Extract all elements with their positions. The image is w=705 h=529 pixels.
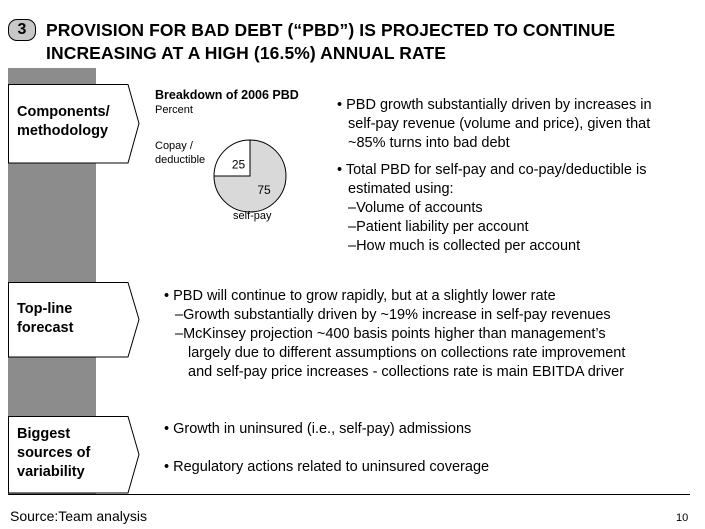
bullet-item: • Total PBD for self-pay and co-pay/dedu… xyxy=(337,162,647,178)
title-line-2: INCREASING AT A HIGH (16.5%) ANNUAL RATE xyxy=(46,43,447,63)
page-title: PROVISION FOR BAD DEBT (“PBD”) IS PROJEC… xyxy=(46,19,615,65)
section-number-badge: 3 xyxy=(8,19,36,41)
bullet-item: • Regulatory actions related to uninsure… xyxy=(164,459,490,475)
chart-unit: Percent xyxy=(155,104,193,116)
page-number: 10 xyxy=(676,512,689,524)
title-line-1: PROVISION FOR BAD DEBT (“PBD”) IS PROJEC… xyxy=(46,20,616,40)
pie-chart: 25 75 xyxy=(213,139,287,213)
pie-value-copay: 25 xyxy=(232,158,246,172)
sub-bullet-item: –How much is collected per account xyxy=(348,238,581,254)
section-label-arrow-forecast xyxy=(8,282,140,358)
bullet-item: • PBD growth substantially driven by inc… xyxy=(337,97,652,113)
forecast-bullets: • PBD will continue to grow rapidly, but… xyxy=(164,288,626,380)
pie-label-copay: Copay / deductible xyxy=(155,140,206,166)
section-label-components: Components/ methodology xyxy=(17,104,110,139)
sub-bullet-item: –McKinsey projection ~400 basis points h… xyxy=(175,326,606,342)
bottom-rule xyxy=(8,494,690,495)
bullet-item: • PBD will continue to grow rapidly, but… xyxy=(164,288,556,304)
chart-title: Breakdown of 2006 PBD xyxy=(155,88,299,102)
source-note: Source:Team analysis xyxy=(10,508,147,524)
sub-bullet-item: –Growth substantially driven by ~19% inc… xyxy=(175,307,611,323)
sub-bullet-item: –Patient liability per account xyxy=(348,219,529,235)
sub-bullet-item: –Volume of accounts xyxy=(348,200,483,216)
pie-slice-selfpay xyxy=(213,139,287,213)
section-label-arrow-variability xyxy=(8,416,140,494)
components-bullets: • PBD growth substantially driven by inc… xyxy=(337,97,652,254)
section-label-arrow-components xyxy=(8,84,140,164)
section-label-variability: Biggest sources of variability xyxy=(17,426,91,480)
bullet-item: • Growth in uninsured (i.e., self-pay) a… xyxy=(164,421,472,437)
pie-label-selfpay: self-pay xyxy=(233,210,272,222)
pie-slice-copay xyxy=(213,139,251,177)
section-label-forecast: Top-line forecast xyxy=(17,301,74,336)
pie-value-selfpay: 75 xyxy=(257,183,271,197)
